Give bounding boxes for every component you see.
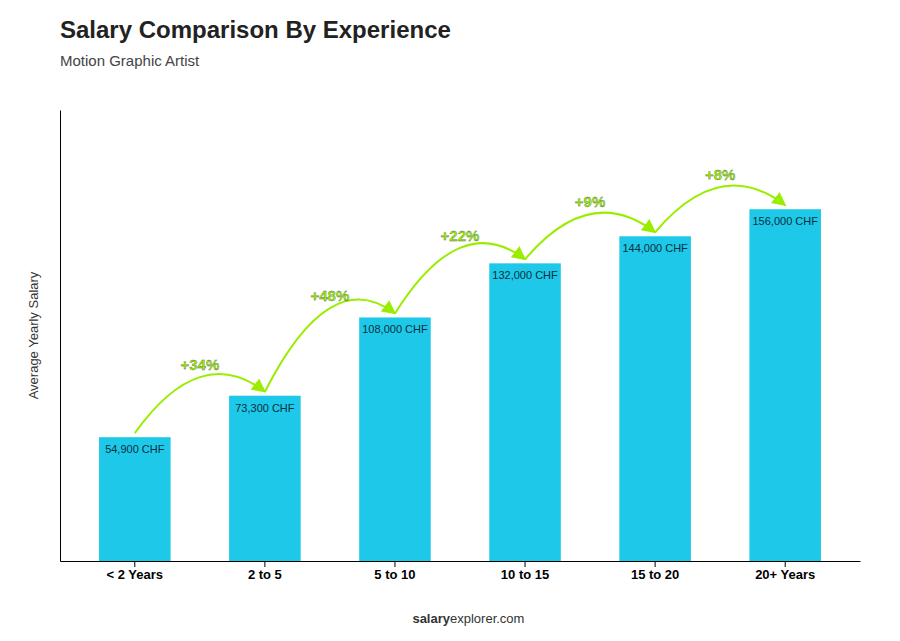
y-axis <box>60 111 61 562</box>
x-tick: 2 to 5 <box>248 561 282 582</box>
data-label: 73,300 CHF <box>235 402 295 414</box>
data-labels: 54,900 CHF 73,300 CHF 108,000 CHF 132,000 C… <box>105 215 818 455</box>
x-tick-mark <box>264 561 265 567</box>
y-axis-title: Average Yearly Salary <box>26 271 41 399</box>
x-tick-label: 20+ Years <box>755 567 815 582</box>
bar <box>229 396 301 561</box>
x-tick: 10 to 15 <box>501 561 549 582</box>
x-tick-label: 5 to 10 <box>374 567 415 582</box>
x-tick: 15 to 20 <box>631 561 679 582</box>
change-label: +48% <box>311 287 350 304</box>
title: Salary Comparison By Experience <box>60 16 451 43</box>
bar <box>619 236 691 561</box>
subtitle: Motion Graphic Artist <box>60 52 200 69</box>
x-tick: 5 to 10 <box>374 561 415 582</box>
change-arrow <box>265 299 395 391</box>
bar <box>489 263 561 561</box>
x-tick-mark <box>525 561 526 567</box>
x-tick: 20+ Years <box>755 561 815 582</box>
x-axis: < 2 Years 2 to 5 5 to 10 10 to 15 15 to 20 20… <box>61 561 861 582</box>
footer: explorer.com <box>450 611 524 626</box>
change-arrow <box>135 374 265 433</box>
bars <box>99 209 821 561</box>
data-label: 144,000 CHF <box>622 242 688 254</box>
change-label: +8% <box>705 166 735 183</box>
x-tick-mark <box>394 561 395 567</box>
x-tick-mark <box>655 561 656 567</box>
data-label: 108,000 CHF <box>362 323 428 335</box>
x-axis-line <box>61 561 861 562</box>
footer: salary <box>412 611 450 626</box>
bar <box>749 209 821 561</box>
change-arrow <box>525 213 655 260</box>
data-label: 54,900 CHF <box>105 443 165 455</box>
change-label: +34% <box>180 356 219 373</box>
bar <box>359 317 431 561</box>
x-tick-label: 15 to 20 <box>631 567 679 582</box>
x-tick-label: < 2 Years <box>107 567 164 582</box>
x-tick-label: 10 to 15 <box>501 567 549 582</box>
change-label: +9% <box>575 193 605 210</box>
data-label: 132,000 CHF <box>492 269 558 281</box>
x-tick-mark <box>134 561 135 567</box>
change-annotations: +34% +48% +22% +9% +8% <box>135 166 785 433</box>
x-tick-mark <box>785 561 786 567</box>
data-label: 156,000 CHF <box>752 215 818 227</box>
y-axis-line <box>60 111 61 562</box>
x-tick: < 2 Years <box>107 561 164 582</box>
chart: Salary Comparison By Experience Motion Gr… <box>0 0 900 641</box>
change-label: +22% <box>441 227 480 244</box>
bar <box>99 437 171 561</box>
x-tick-label: 2 to 5 <box>248 567 282 582</box>
change-arrow <box>395 243 525 313</box>
change-arrow <box>655 186 785 233</box>
